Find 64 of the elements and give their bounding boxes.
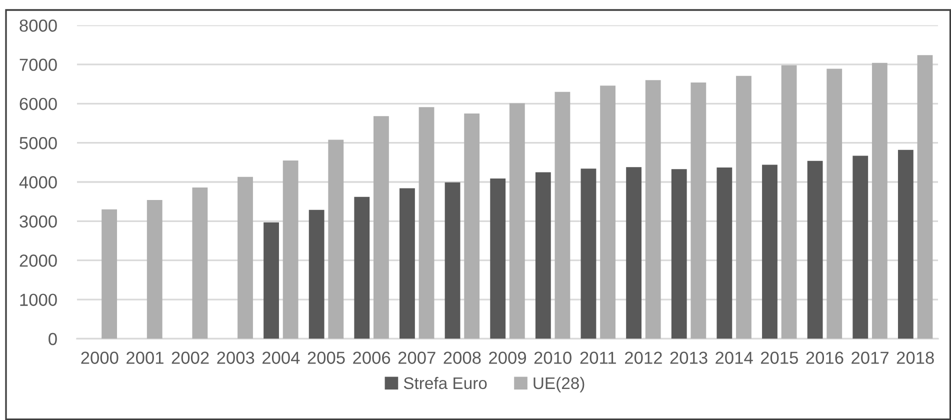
- x-tick-label: 2001: [126, 352, 164, 364]
- y-tick-label: 1000: [20, 294, 57, 306]
- y-tick-label: 6000: [20, 98, 57, 110]
- y-tick-label: 3000: [20, 215, 57, 228]
- x-tick-label: 2011: [580, 352, 616, 364]
- y-tick-label: 4000: [19, 176, 57, 188]
- x-tick-label: 2016: [806, 352, 844, 364]
- bar: [807, 160, 823, 339]
- bar: [400, 188, 415, 339]
- bar: [102, 209, 118, 339]
- bar: [509, 103, 525, 339]
- bar: [282, 160, 298, 339]
- bar: [328, 140, 344, 339]
- x-tick-label: 2005: [308, 352, 345, 364]
- y-tick-label: 5000: [20, 136, 57, 150]
- bar: [308, 210, 324, 339]
- bar: [781, 65, 797, 339]
- x-tick-label: 2004: [262, 352, 300, 364]
- bar: [716, 168, 732, 339]
- y-tick-label: 0: [48, 332, 57, 346]
- bar: [354, 196, 370, 339]
- x-tick-label: 2013: [670, 352, 708, 364]
- bar: [626, 167, 642, 339]
- x-tick-label: 2008: [444, 352, 481, 364]
- bar: [580, 168, 596, 339]
- bar: [600, 86, 616, 339]
- bar: [826, 68, 842, 339]
- x-tick-label: 2003: [217, 352, 254, 364]
- legend-label: UE(28): [534, 376, 584, 392]
- x-tick-label: 2014: [716, 352, 753, 364]
- y-tick-label: 2000: [20, 254, 57, 267]
- x-tick-label: 2012: [625, 352, 662, 364]
- x-tick-label: 2007: [398, 352, 436, 364]
- bar: [535, 172, 551, 339]
- legend-label: Strefa Euro: [404, 376, 487, 390]
- x-tick-label: 2002: [172, 352, 209, 364]
- x-tick-label: 2006: [353, 352, 390, 364]
- bar: [490, 178, 506, 339]
- bar: [554, 92, 570, 339]
- y-tick-label: 7000: [20, 58, 57, 71]
- x-tick-label: 2000: [81, 352, 118, 364]
- x-tick-label: 2010: [534, 352, 572, 364]
- bar: [418, 107, 434, 339]
- bar: [238, 176, 253, 339]
- bar: [852, 156, 868, 339]
- bar: [464, 113, 480, 339]
- bar: [192, 187, 208, 339]
- x-tick-label: 2017: [852, 352, 888, 364]
- bar: [917, 55, 933, 339]
- bar: [264, 222, 279, 339]
- bar: [690, 82, 706, 339]
- y-tick-label: 8000: [20, 19, 57, 32]
- bar: [645, 80, 661, 339]
- bar: [374, 116, 389, 339]
- bar: [898, 150, 914, 339]
- x-tick-label: 2009: [489, 352, 526, 364]
- bar: [444, 182, 460, 339]
- bar: [146, 200, 162, 339]
- bar: [762, 164, 778, 339]
- bar: [736, 76, 752, 339]
- bar: [671, 169, 687, 339]
- bar: [872, 62, 888, 339]
- x-tick-label: 2015: [760, 352, 798, 364]
- x-tick-label: 2018: [896, 352, 934, 364]
